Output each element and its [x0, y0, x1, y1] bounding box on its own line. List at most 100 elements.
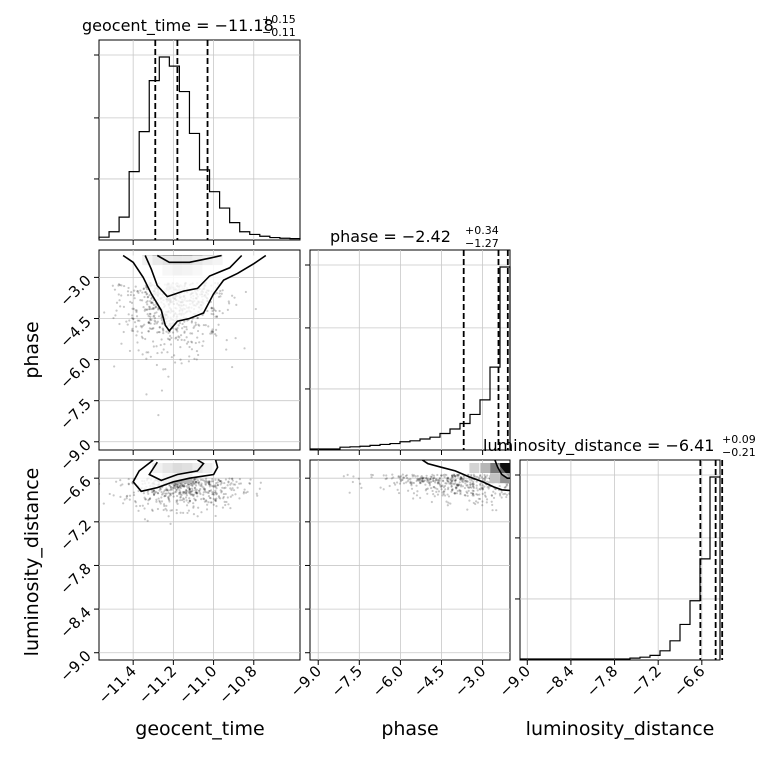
sample-point [209, 497, 212, 500]
sample-point [195, 491, 198, 494]
sample-point [187, 360, 190, 363]
sample-point [115, 301, 119, 304]
sample-point [192, 513, 196, 516]
sample-point [177, 324, 180, 327]
x-tick-label: −8.4 [539, 662, 577, 700]
sample-point [192, 502, 195, 505]
sample-point [167, 515, 170, 518]
sample-point [449, 482, 452, 485]
sample-point [447, 477, 450, 480]
sample-point [222, 497, 225, 500]
sample-point [162, 368, 165, 371]
sample-point [156, 507, 160, 511]
sample-point [456, 483, 459, 486]
sample-point [470, 486, 473, 489]
histogram-bin [139, 132, 149, 239]
sample-point [160, 493, 164, 496]
y-tick-label: −7.8 [56, 560, 94, 598]
sample-point [482, 477, 485, 481]
sample-point [486, 485, 489, 489]
density-marks [99, 254, 267, 417]
sample-point [417, 477, 420, 481]
sample-point [219, 295, 222, 298]
contour-core [156, 254, 222, 264]
sample-point [173, 483, 176, 486]
sample-point [417, 479, 421, 482]
sample-point [210, 501, 213, 504]
sample-point [157, 413, 160, 417]
sample-point [446, 478, 449, 481]
sample-point [453, 492, 457, 495]
sample-point [214, 499, 217, 502]
sample-point [149, 300, 152, 303]
sample-point [166, 489, 170, 492]
sample-point [224, 503, 227, 507]
sample-point [156, 331, 159, 334]
sample-point [193, 478, 197, 481]
histogram-bin [390, 444, 400, 449]
sample-point [459, 476, 463, 479]
sample-point [488, 481, 491, 484]
sample-point [181, 485, 184, 488]
sample-point [146, 295, 150, 298]
sample-point [119, 479, 122, 482]
sample-point [382, 474, 385, 477]
sample-point [187, 485, 191, 488]
sample-point [141, 324, 144, 328]
sample-point [205, 500, 208, 503]
sample-point [141, 291, 144, 294]
sample-point [145, 292, 149, 295]
sample-point [173, 484, 176, 488]
sample-point [122, 502, 125, 505]
sample-point [130, 301, 134, 304]
sample-point [133, 321, 137, 324]
sample-point [153, 312, 156, 315]
sample-point [197, 489, 201, 492]
sample-point [214, 514, 217, 518]
sample-point [486, 480, 489, 483]
sample-point [127, 477, 130, 481]
sample-point [169, 487, 173, 490]
sample-point [459, 485, 463, 488]
sample-point [412, 492, 416, 495]
sample-point [198, 491, 201, 494]
sample-point [370, 473, 373, 476]
sample-point [176, 326, 179, 330]
sample-point [210, 307, 214, 310]
sample-point [174, 486, 177, 489]
sample-point [503, 486, 506, 489]
x-tick-label: −11.2 [135, 662, 180, 707]
sample-point [173, 484, 176, 488]
sample-point [435, 490, 438, 493]
sample-point [173, 361, 177, 364]
sample-point [176, 486, 180, 489]
sample-point [191, 487, 194, 490]
sample-point [143, 496, 146, 499]
sample-point [141, 299, 144, 302]
sample-point [398, 482, 402, 485]
sample-point [146, 296, 149, 299]
sample-point [235, 303, 238, 306]
sample-point [175, 336, 178, 339]
sample-point [171, 331, 175, 334]
sample-point [120, 294, 123, 297]
sample-point [449, 502, 452, 505]
sample-point [432, 492, 435, 496]
sample-point [166, 337, 170, 340]
sample-point [181, 490, 185, 494]
histogram-bin [149, 81, 159, 239]
sample-point [436, 493, 440, 496]
sample-point [419, 481, 422, 484]
sample-point [162, 332, 165, 335]
sample-point [230, 477, 234, 481]
sample-point [161, 322, 165, 325]
sample-point [219, 289, 222, 293]
sample-point [385, 477, 388, 480]
sample-point [156, 308, 160, 311]
sample-point [200, 483, 203, 487]
sample-point [248, 481, 251, 485]
sample-point [214, 499, 218, 503]
sample-point [150, 490, 154, 494]
sample-point [416, 477, 419, 480]
sample-point [216, 484, 219, 487]
